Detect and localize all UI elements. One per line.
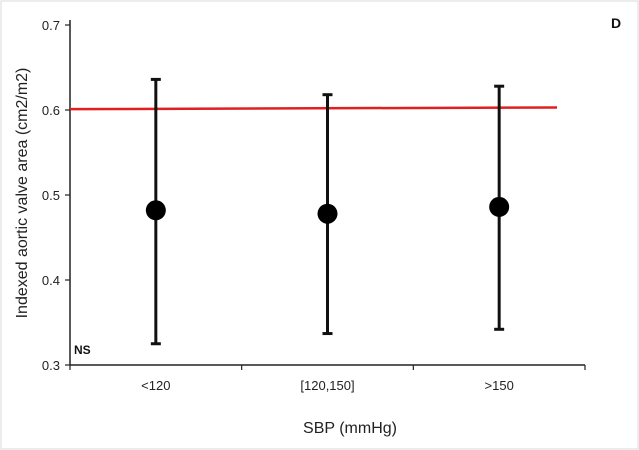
y-tick-label: 0.3: [42, 358, 60, 373]
data-point: [317, 203, 338, 224]
reference-line: [69, 106, 558, 111]
y-tick-label: 0.5: [42, 188, 60, 203]
data-point: [145, 200, 166, 221]
significance-label: NS: [74, 343, 91, 357]
y-tick-label: 0.7: [42, 18, 60, 33]
data-marks: [145, 77, 510, 346]
y-axis-ticks: 0.3 0.4 0.5 0.6 0.7: [42, 18, 70, 373]
y-tick-label: 0.4: [42, 273, 60, 288]
x-axis-ticks: <120 [120,150] >150: [69, 365, 586, 393]
x-tick-label: >150: [485, 378, 514, 393]
data-point: [489, 196, 510, 217]
y-tick-label: 0.6: [42, 103, 60, 118]
x-tick-label: <120: [141, 378, 170, 393]
x-tick-label: [120,150]: [300, 378, 354, 393]
y-axis-title: Indexed aortic valve area (cm2/m2): [14, 68, 31, 319]
x-axis-title: SBP (mmHg): [303, 420, 397, 437]
panel-label: D: [611, 15, 621, 31]
